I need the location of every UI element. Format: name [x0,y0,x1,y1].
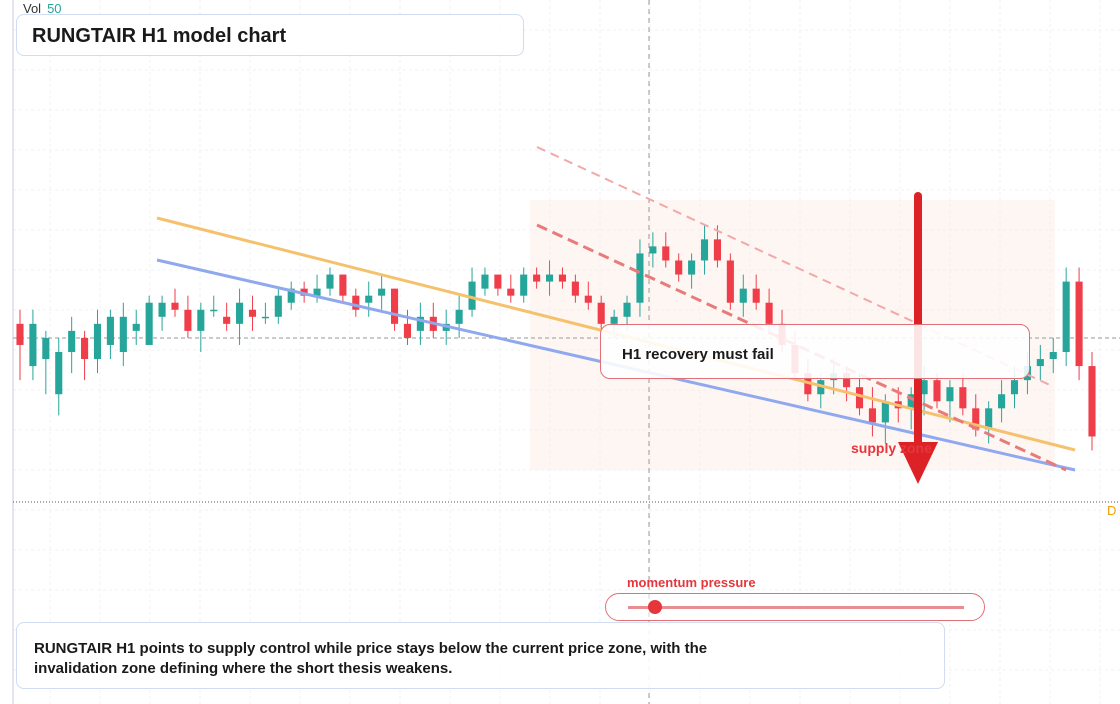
candle-up [1049,352,1057,360]
candle-up [313,288,321,296]
candle-up [520,274,528,296]
candle-down [223,316,231,324]
candle-down [765,302,773,324]
summary-text: RUNGTAIR H1 points to supply control whi… [34,640,708,677]
candle-up [68,330,76,352]
candle-up [106,316,114,345]
candle-down [843,373,851,388]
candle-down [391,288,399,324]
candle-up [985,408,993,430]
candle-up [700,239,709,261]
candle-up [688,260,696,275]
candle-down [533,274,541,282]
volume-legend: Vol 50 [23,1,62,16]
candle-up [132,323,140,331]
candle-down [584,295,592,303]
candle-up [287,288,295,303]
candle-down [726,260,734,303]
candle-down [352,295,360,310]
candle-down [868,408,876,423]
candle-up [29,323,37,367]
candle-down [403,323,412,338]
candle-down [16,323,24,345]
price-axis-edge-tag: D [1106,503,1118,518]
candle-up [210,309,218,312]
candle-down [571,281,579,296]
candle-down [675,260,683,275]
candle-down [959,387,967,409]
candle-up [881,401,889,423]
candle-up [636,253,644,303]
summary-card: RUNGTAIR H1 points to supply control whi… [16,622,945,689]
candle-up [145,302,153,345]
candle-up [481,274,489,289]
candle-up [998,394,1006,409]
supply-zone-label: supply zone [851,440,932,456]
candle-up [378,288,386,296]
candle-up [545,274,554,282]
candle-down [507,288,515,296]
candle-up [236,302,244,324]
chart-title: RUNGTAIR H1 model chart [32,25,287,47]
candle-down [933,380,941,402]
momentum-pressure-gauge [605,593,985,621]
chart-title-card: RUNGTAIR H1 model chart [16,14,524,56]
candle-down [1075,281,1083,367]
candle-up [468,281,476,310]
momentum-indicator-dot [647,600,662,614]
candle-up [649,246,657,254]
candle-up [261,316,269,319]
candle-up [197,309,205,331]
candle-up [946,387,954,402]
candle-down [597,302,605,324]
recovery-note: H1 recovery must fail [622,346,774,363]
candle-up [55,352,63,395]
candle-down [81,337,89,360]
candle-up [739,288,747,303]
candle-up [119,316,127,352]
candle-down [972,408,980,430]
candle-down [248,309,257,317]
candle-down [662,246,670,261]
momentum-pressure-label: momentum pressure [627,575,756,590]
candle-up [326,274,334,289]
candle-up [907,394,915,409]
momentum-track [628,606,964,609]
candle-up [1036,359,1044,367]
candle-down [855,387,864,409]
candle-down [713,239,721,261]
volume-label: Vol [23,1,42,16]
candle-down [171,302,179,310]
candle-up [365,295,373,303]
candle-down [184,309,192,331]
volume-value: 50 [47,1,62,16]
candle-up [610,316,618,324]
candle-up [93,323,102,360]
candle-up [920,380,928,395]
candle-up [455,309,463,324]
recovery-note-card: H1 recovery must fail [600,324,1030,379]
candle-up [416,316,424,331]
candle-up [158,302,166,317]
candle-up [274,295,282,317]
candle-up [1010,380,1019,395]
candle-down [752,288,760,303]
candle-up [623,302,631,317]
candle-down [339,274,347,296]
candle-up [42,337,50,360]
candle-down [494,274,502,289]
candle-down [558,274,567,282]
candle-up [1062,281,1070,352]
candle-down [1088,366,1096,437]
down-arrow-head [898,442,938,484]
